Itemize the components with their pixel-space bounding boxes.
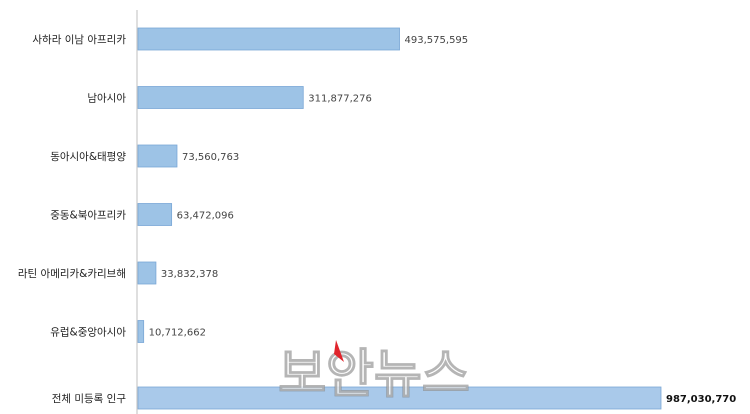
bar-0	[137, 27, 400, 51]
watermark-accent-mark	[334, 340, 344, 362]
category-label-1: 남아시아	[87, 93, 126, 105]
value-label-0: 493,575,595	[405, 35, 469, 46]
value-label-4: 33,832,378	[161, 269, 218, 280]
watermark-text: 보안뉴스	[278, 345, 469, 405]
category-label-5: 유럽&중앙아시아	[50, 326, 126, 339]
category-label-3: 중동&북아프리카	[50, 210, 126, 222]
value-label-3: 63,472,096	[177, 211, 234, 222]
value-label-1: 311,877,276	[308, 94, 372, 105]
bar-1	[137, 86, 304, 109]
value-label-6: 987,030,770	[666, 394, 736, 405]
bar-4	[137, 261, 157, 285]
bar-3	[137, 203, 173, 226]
bar-6	[137, 386, 662, 410]
category-label-4: 라틴 아메리카&카리브해	[18, 267, 126, 280]
category-label-6: 전체 미등록 인구	[52, 393, 127, 405]
value-label-2: 73,560,763	[182, 152, 239, 163]
value-label-5: 10,712,662	[149, 328, 206, 339]
category-label-0: 사하라 이남 아프리카	[32, 33, 126, 46]
watermark-logo: 보안뉴스	[278, 340, 470, 406]
bar-2	[137, 144, 178, 168]
category-label-2: 동아시아&태평양	[50, 151, 126, 163]
bar-5	[137, 320, 145, 343]
